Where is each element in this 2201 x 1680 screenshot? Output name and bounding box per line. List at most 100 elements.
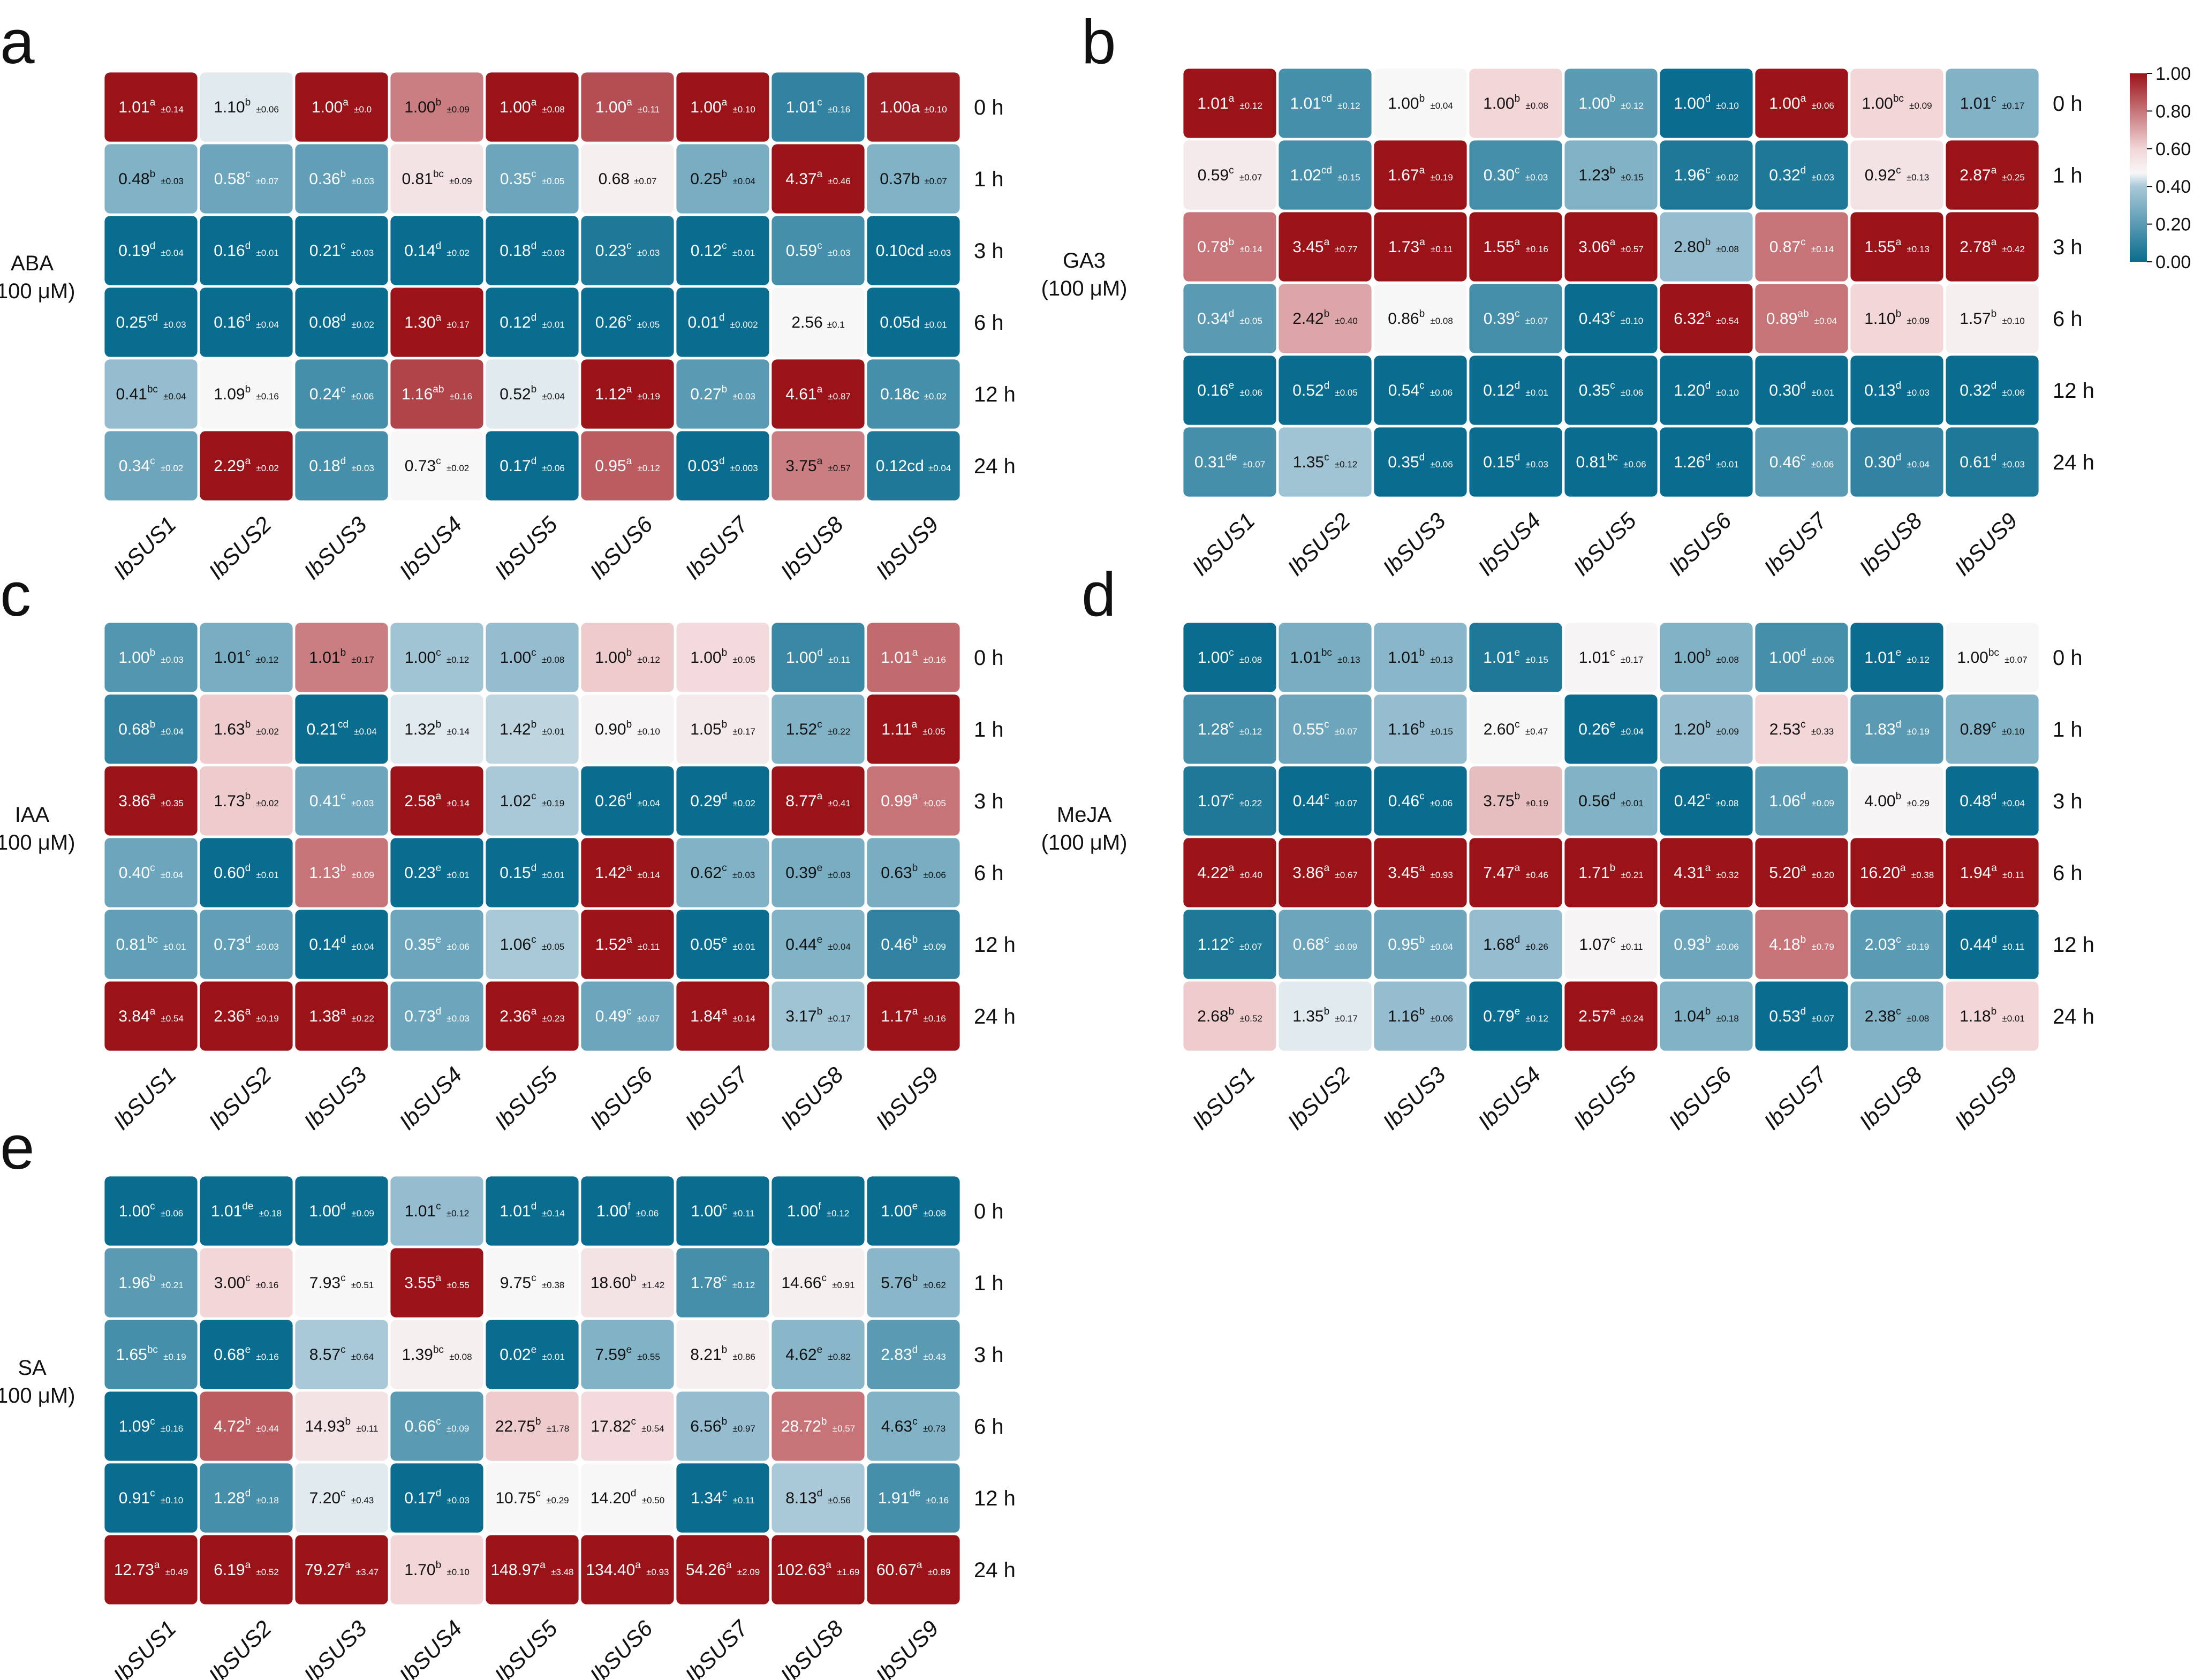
heatmap-cell-label: 0.17d ±0.06: [500, 456, 565, 475]
cell-value: 1.35: [1293, 453, 1324, 471]
heatmap-cell: 4.00b ±0.29: [1850, 766, 1943, 836]
cell-value: 1.00: [500, 649, 531, 667]
significance-letter: c: [817, 719, 822, 730]
heatmap-cell: 1.00f ±0.06: [581, 1176, 674, 1246]
spacer: [251, 731, 252, 736]
cell-value: 0.41: [116, 385, 147, 403]
heatmap-cell-rect: [486, 981, 579, 1051]
cell-value: 3.84: [118, 1008, 149, 1025]
significance-letter: a: [1229, 862, 1235, 874]
dose-label-e: (100 μM): [0, 1384, 75, 1407]
heatmap-cell: 1.18b ±0.01: [1946, 981, 2039, 1051]
cell-value: 1.70: [404, 1561, 435, 1579]
cell-value: 0.35: [500, 170, 531, 188]
cell-value: 0.52: [1292, 382, 1323, 399]
heatmap-cell-label: 3.75a ±0.57: [785, 456, 851, 475]
cell-sd: ±0.12: [827, 1208, 849, 1219]
cell-sd: ±0.57: [1621, 244, 1643, 254]
cell-value: 1.35: [1292, 1008, 1323, 1025]
cell-sd: ±0.02: [351, 320, 374, 330]
heatmap-cell: 9.75c ±0.38: [486, 1248, 579, 1318]
heatmap-cell-rect: [1279, 212, 1372, 282]
significance-letter: d: [436, 240, 442, 252]
cell-value: 3.55: [404, 1274, 435, 1292]
significance-letter: c: [341, 791, 346, 802]
heatmap-cell-label: 1.70b ±0.10: [404, 1560, 470, 1579]
heatmap-cell: 0.18d ±0.03: [295, 431, 388, 501]
heatmap-cell: 1.00c ±0.08: [486, 623, 579, 692]
cell-sd: ±0.14: [637, 870, 660, 880]
heatmap-cell: 3.86a ±0.67: [1279, 838, 1372, 907]
spacer: [1615, 946, 1616, 951]
significance-letter: a: [626, 934, 632, 945]
heatmap-cell: 0.37b ±0.07: [867, 144, 960, 214]
colorbar: 1.000.800.600.400.200.00: [2130, 64, 2191, 273]
significance-letter: d: [436, 1488, 442, 1499]
heatmap-cell: 0.58c ±0.07: [200, 144, 293, 214]
heatmap-cell-label: 1.16ab ±0.16: [402, 384, 472, 403]
row-label: 6 h: [2053, 861, 2083, 885]
cell-sd: ±0.19: [163, 1352, 186, 1362]
heatmap-cell-rect: [486, 216, 579, 285]
heatmap-cell: 4.72b ±0.44: [200, 1391, 293, 1461]
cell-value: 1.06: [500, 936, 531, 953]
spacer: [1520, 392, 1521, 397]
cell-value: 0.46: [1769, 453, 1801, 471]
heatmap-cell-rect: [390, 694, 483, 764]
cell-value: 0.12: [691, 242, 722, 260]
heatmap-cell: 1.20b ±0.09: [1660, 694, 1753, 764]
significance-letter: e: [817, 1344, 823, 1356]
significance-letter: c: [1324, 791, 1329, 802]
cell-sd: ±0.52: [256, 1567, 278, 1577]
colorbar-tick-label: 0.80: [2155, 101, 2191, 122]
cell-sd: ±0.22: [828, 727, 850, 737]
heatmap-cell: 0.35c ±0.05: [486, 144, 579, 214]
column-label: IbSUS9: [871, 1616, 943, 1680]
heatmap-cell-label: 1.73a ±0.11: [1388, 237, 1453, 256]
heatmap-cell-rect: [1374, 981, 1467, 1051]
spacer: [1806, 803, 1807, 807]
heatmap-cell-label: 14.66c ±0.91: [781, 1273, 854, 1292]
cell-sd: ±0.08: [1716, 798, 1738, 808]
heatmap-cell: 0.18c ±0.02: [867, 359, 960, 429]
significance-letter: b: [436, 1560, 442, 1571]
spacer: [441, 252, 442, 257]
cell-sd: ±0.54: [1716, 316, 1738, 326]
cell-value: 1.78: [691, 1274, 722, 1292]
heatmap-cell: 1.67a ±0.19: [1374, 140, 1467, 210]
cell-value: 0.12: [500, 314, 531, 331]
heatmap-cell-label: 0.44e ±0.04: [785, 934, 851, 953]
column-label: IbSUS5: [1568, 1062, 1641, 1134]
heatmap-cell-rect: [200, 216, 293, 285]
heatmap-cell: 0.95a ±0.12: [581, 431, 674, 501]
heatmap-cell-rect: [486, 1320, 579, 1389]
spacer: [536, 946, 538, 951]
heatmap-cell-rect: [104, 766, 198, 836]
spacer: [441, 1213, 442, 1217]
cell-value: 2.83: [881, 1346, 912, 1364]
cell-sd: ±0.06: [1811, 459, 1834, 470]
heatmap-cell-label: 1.00d ±0.09: [309, 1201, 374, 1220]
heatmap-cell-rect: [200, 1391, 293, 1461]
significance-letter: e: [626, 1344, 632, 1356]
cell-sd: ±1.42: [642, 1280, 664, 1290]
cell-sd: ±0.05: [637, 320, 660, 330]
heatmap-cell-rect: [1183, 69, 1276, 138]
heatmap-cell-rect: [295, 1248, 388, 1318]
cell-sd: ±0.40: [1239, 870, 1262, 880]
cell-value: 1.05: [690, 721, 721, 738]
heatmap-cell-rect: [486, 144, 579, 214]
significance-letter: e: [245, 1344, 251, 1356]
heatmap-cell: 1.01c ±0.16: [772, 72, 865, 142]
heatmap-cell-label: 0.35c ±0.05: [500, 169, 565, 188]
cell-value: 6.32: [1674, 310, 1705, 328]
cell-sd: ±0.01: [256, 870, 278, 880]
cell-value: 28.72: [781, 1418, 821, 1435]
significance-letter: a: [1900, 862, 1906, 874]
heatmap-cell-rect: [1374, 140, 1467, 210]
significance-letter: b: [1610, 862, 1616, 874]
cell-value: 1.01: [214, 649, 245, 667]
heatmap-cell: 1.00e ±0.08: [867, 1176, 960, 1246]
significance-letter: cd: [1321, 93, 1332, 104]
heatmap-cell: 2.83d ±0.43: [867, 1320, 960, 1389]
